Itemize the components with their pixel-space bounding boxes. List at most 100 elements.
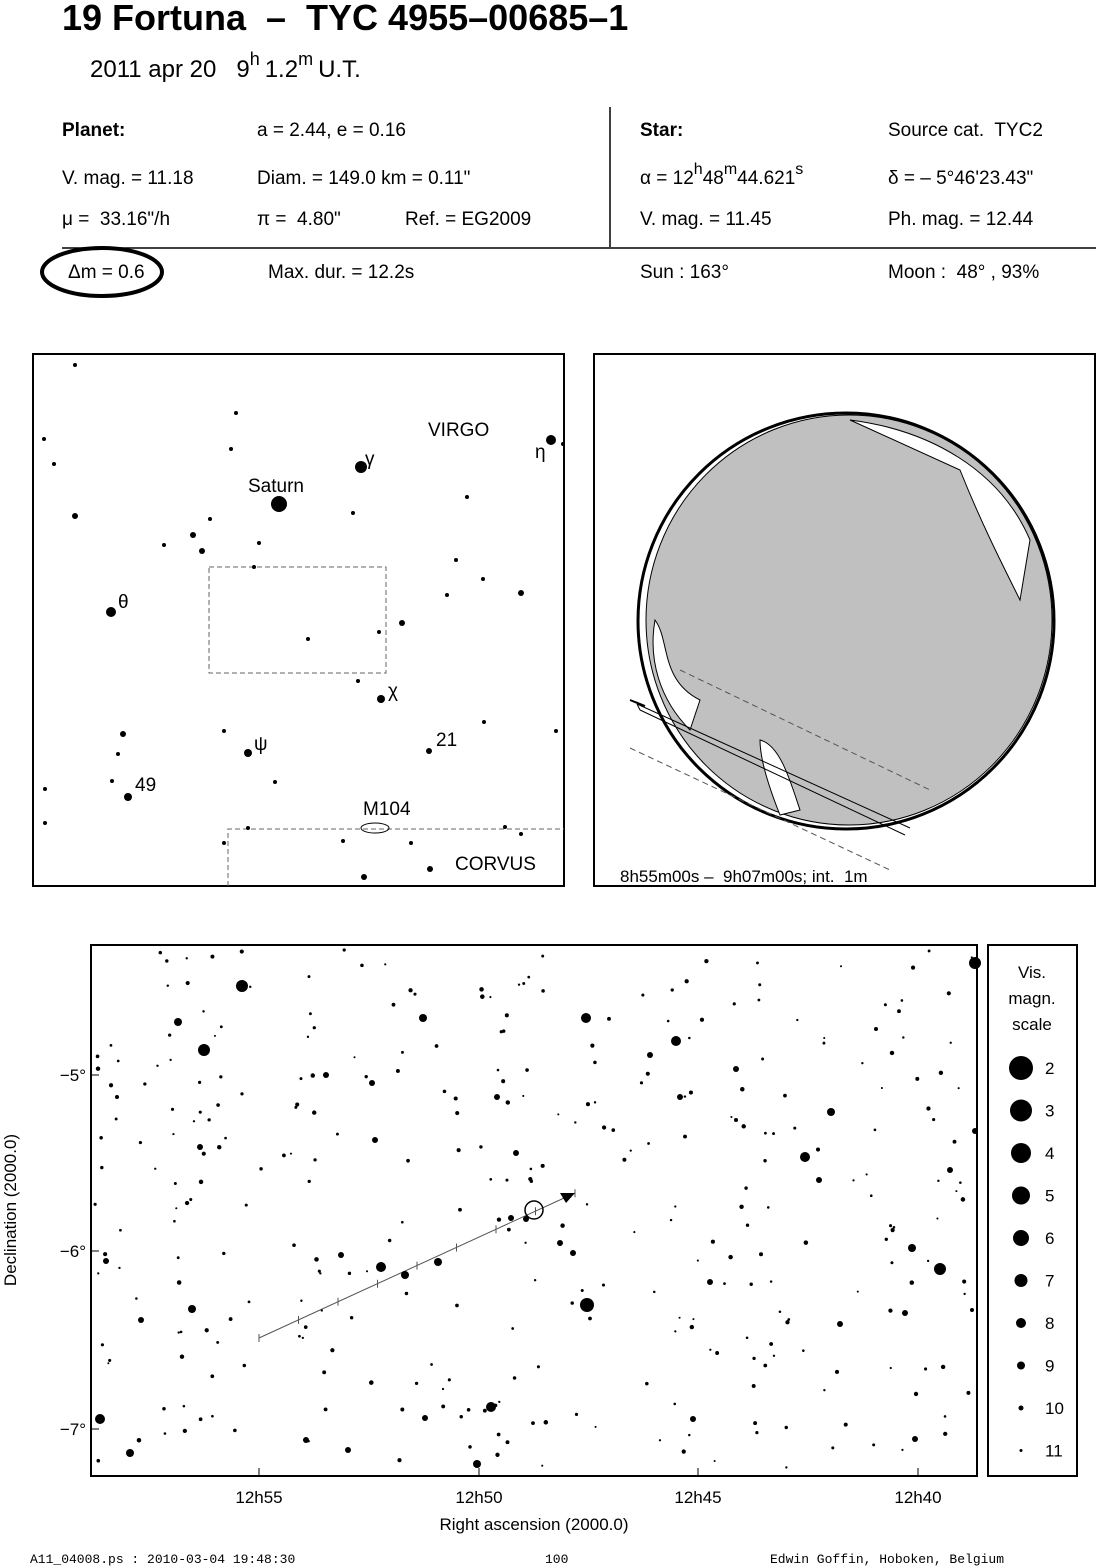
star (512, 1376, 517, 1380)
star (937, 1266, 941, 1270)
star (317, 1269, 321, 1273)
star (441, 1404, 446, 1409)
scale-label: 2 (1045, 1059, 1054, 1078)
planet-vmag: V. mag. = 11.18 (62, 168, 194, 189)
star (890, 1261, 894, 1265)
star (454, 558, 458, 562)
star (216, 1103, 220, 1107)
star (570, 1250, 576, 1256)
star (116, 1059, 120, 1063)
star (455, 1303, 459, 1308)
star (185, 957, 188, 960)
star (413, 992, 417, 996)
star (401, 1220, 404, 1224)
star (308, 1012, 312, 1016)
frame (90, 944, 978, 1477)
star (401, 1271, 409, 1279)
star (910, 965, 916, 970)
star (174, 1018, 182, 1026)
star (732, 1002, 736, 1006)
star (114, 1117, 118, 1121)
star (802, 1349, 805, 1352)
star (252, 565, 256, 569)
star (913, 1391, 919, 1397)
star (106, 607, 116, 617)
star (970, 956, 973, 959)
star (815, 1147, 821, 1152)
star (303, 1437, 309, 1443)
star (959, 1181, 962, 1184)
star (115, 1095, 119, 1099)
star (294, 1105, 298, 1109)
star (216, 1340, 220, 1344)
star (170, 1107, 175, 1111)
scale-dot (1010, 1099, 1032, 1122)
star (787, 1318, 791, 1321)
star (465, 495, 469, 499)
star (527, 975, 531, 979)
star (108, 1358, 112, 1362)
star (73, 363, 77, 367)
star (182, 1428, 187, 1433)
x-tick-label: 12h50 (455, 1488, 502, 1507)
star (459, 1415, 463, 1419)
track (636, 703, 911, 836)
star (519, 832, 523, 836)
star (211, 1414, 214, 1418)
star (759, 1252, 764, 1257)
star (541, 989, 545, 993)
frame (32, 353, 565, 887)
right-ascension: α = 12h48m44.621s (640, 161, 803, 189)
star (219, 1075, 223, 1079)
y-tick-label: −5° (60, 1066, 86, 1085)
star (384, 963, 387, 966)
star (531, 1421, 535, 1426)
star (493, 1403, 498, 1408)
star (273, 780, 277, 784)
star (138, 1141, 143, 1145)
star (699, 1017, 705, 1022)
scale-label: 3 (1045, 1102, 1054, 1121)
star (312, 1110, 317, 1115)
star (323, 1072, 329, 1078)
scale-label: 10 (1045, 1399, 1064, 1418)
star (479, 1145, 483, 1149)
scale-dot (1014, 1274, 1028, 1287)
orbit: a = 2.44, e = 0.16 (257, 120, 406, 141)
star (924, 1367, 928, 1371)
star (505, 1178, 509, 1182)
star-label: M104 (363, 799, 411, 820)
star (217, 1145, 222, 1150)
star (766, 1206, 770, 1209)
star (154, 1167, 157, 1170)
star (377, 695, 385, 703)
x-tick-label: 12h45 (674, 1488, 721, 1507)
star (455, 1111, 460, 1116)
scale-label: 5 (1045, 1187, 1054, 1206)
star (351, 511, 355, 515)
star-label: ψ (254, 734, 268, 755)
star (494, 1094, 500, 1100)
star (715, 1351, 720, 1355)
star (330, 1348, 335, 1353)
star (645, 1381, 649, 1386)
star (709, 1348, 712, 1351)
star (341, 839, 345, 843)
star-heading: Star: (640, 120, 683, 141)
star (690, 1416, 696, 1422)
star (745, 1336, 749, 1340)
star (244, 749, 252, 757)
star (785, 1320, 790, 1325)
star (713, 1460, 716, 1463)
star (197, 1144, 203, 1150)
star (282, 1153, 286, 1158)
star (688, 1433, 691, 1437)
star (688, 1090, 693, 1095)
star (387, 1238, 392, 1243)
star (188, 1305, 196, 1313)
star (198, 1179, 204, 1185)
star (730, 1115, 733, 1119)
star (97, 1272, 100, 1275)
star (585, 1203, 589, 1206)
